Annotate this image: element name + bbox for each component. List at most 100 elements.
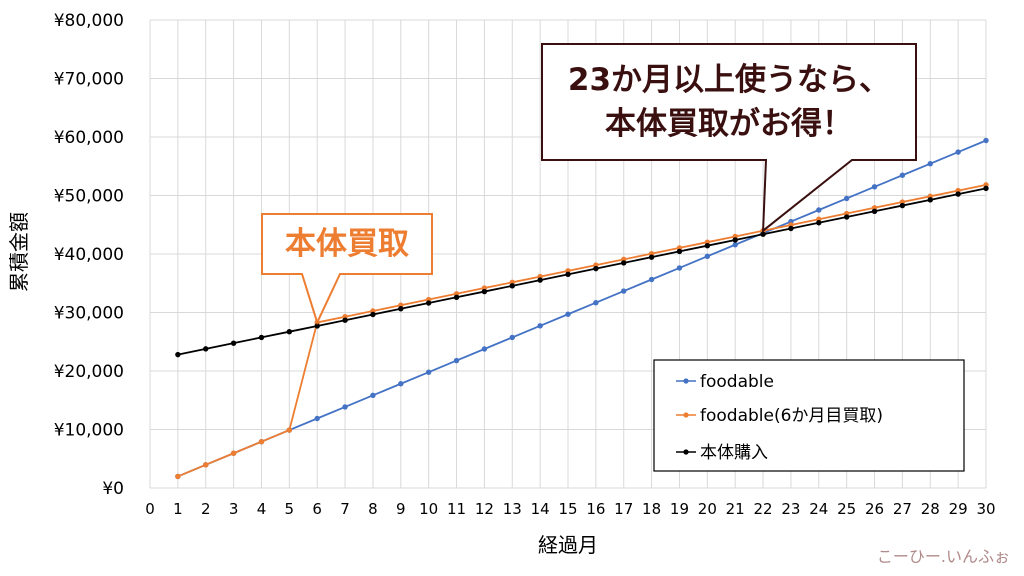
- data-point: [648, 276, 655, 283]
- data-point: [286, 328, 293, 335]
- data-point: [258, 334, 265, 341]
- x-tick-label: 28: [921, 500, 940, 518]
- data-point: [899, 202, 906, 209]
- x-tick-label: 29: [949, 500, 968, 518]
- x-tick-label: 4: [257, 500, 267, 518]
- data-point: [648, 254, 655, 260]
- x-tick-label: 20: [698, 500, 717, 518]
- data-point: [760, 231, 766, 237]
- data-point: [398, 381, 404, 387]
- data-point: [871, 184, 878, 190]
- x-tick-label: 19: [670, 500, 689, 518]
- data-point: [509, 283, 515, 289]
- series-line-0: [177, 139, 987, 478]
- data-point: [816, 220, 822, 226]
- legend-item-purchase: 本体購入: [676, 443, 768, 463]
- x-tick-label: 21: [726, 500, 745, 518]
- y-tick-label: ¥40,000: [54, 245, 124, 265]
- x-tick-label: 27: [893, 500, 912, 518]
- legend-label-foodable: foodable: [700, 372, 774, 392]
- data-point: [481, 346, 488, 352]
- callout-body-purchase: 本体買取: [261, 213, 433, 326]
- legend-item-foodable: foodable: [676, 372, 774, 392]
- x-tick-label: 25: [837, 500, 856, 518]
- y-tick-label: ¥70,000: [54, 70, 124, 90]
- x-tick-label: 26: [865, 500, 884, 518]
- data-point: [286, 427, 293, 433]
- y-tick-label: ¥10,000: [54, 421, 124, 441]
- data-point: [453, 357, 460, 364]
- x-tick-label: 1: [173, 500, 183, 518]
- x-axis-title: 経過月: [538, 533, 598, 557]
- data-point: [314, 415, 320, 422]
- data-point: [258, 438, 265, 445]
- data-point: [481, 288, 488, 295]
- legend-label-purchase: 本体購入: [700, 443, 768, 463]
- data-point: [175, 351, 181, 358]
- y-axis-title: 累積金額: [7, 212, 31, 292]
- x-tick-label: 8: [368, 500, 378, 518]
- callout-text-orange: 本体買取: [285, 226, 409, 262]
- data-point: [203, 462, 209, 468]
- callout-text-line-2: 本体買取がお得！: [605, 106, 853, 142]
- data-point: [453, 294, 460, 300]
- data-point: [425, 369, 432, 375]
- x-tick-label: 6: [312, 500, 322, 518]
- x-tick-label: 11: [447, 500, 466, 518]
- data-point: [537, 323, 543, 329]
- data-point: [230, 450, 237, 456]
- x-tick-label: 10: [419, 500, 438, 518]
- data-point: [565, 271, 571, 278]
- data-point: [788, 225, 794, 232]
- data-point: [342, 317, 348, 323]
- x-tick-label: 18: [642, 500, 661, 518]
- x-tick-label: 15: [558, 500, 577, 518]
- y-tick-label: ¥60,000: [54, 128, 124, 148]
- x-tick-label: 12: [475, 500, 494, 518]
- x-tick-label: 9: [396, 500, 406, 518]
- series-2: [175, 185, 989, 358]
- y-tick-label: ¥80,000: [54, 11, 124, 31]
- legend-box: [653, 359, 965, 472]
- series-lines: [175, 137, 989, 480]
- data-point: [509, 334, 515, 341]
- watermark-text: こーひー.いんふぉ: [877, 547, 1010, 566]
- data-point: [593, 299, 599, 306]
- x-tick-label: 0: [145, 500, 155, 518]
- y-axis-ticks: ¥0 ¥10,000 ¥20,000 ¥30,000 ¥40,000 ¥50,000 ¥60…: [54, 11, 124, 499]
- data-point: [230, 340, 237, 346]
- data-point: [955, 149, 961, 155]
- data-point: [816, 207, 822, 213]
- x-tick-label: 14: [531, 500, 550, 518]
- data-point: [370, 311, 376, 318]
- legend-label-foodable-buyout: foodable(6か月目買取): [700, 406, 883, 426]
- x-tick-label: 22: [754, 500, 773, 518]
- data-point: [314, 323, 320, 329]
- series-line-2: [177, 187, 987, 356]
- x-tick-label: 17: [614, 500, 633, 518]
- data-point: [593, 265, 599, 272]
- x-tick-label: 30: [976, 500, 995, 518]
- data-point: [676, 248, 683, 255]
- data-point: [983, 185, 989, 192]
- data-point: [843, 214, 850, 220]
- data-point: [927, 160, 933, 167]
- y-tick-label: ¥30,000: [54, 304, 124, 324]
- x-tick-label: 5: [285, 500, 295, 518]
- y-tick-label: ¥0: [102, 479, 124, 499]
- data-point: [843, 195, 850, 202]
- legend-item-foodable-buyout: foodable(6か月目買取): [676, 406, 883, 426]
- data-point: [676, 265, 683, 271]
- x-tick-label: 23: [781, 500, 800, 518]
- data-point: [621, 260, 627, 266]
- x-tick-label: 3: [229, 500, 239, 518]
- data-point: [175, 473, 181, 480]
- x-tick-label: 13: [503, 500, 522, 518]
- data-point: [398, 306, 404, 312]
- data-point: [370, 392, 376, 399]
- data-point: [565, 311, 571, 317]
- data-point: [203, 346, 209, 352]
- data-point: [621, 288, 627, 294]
- x-tick-label: 7: [340, 500, 350, 518]
- legend: foodable foodable(6か月目買取) 本体購入: [653, 359, 965, 472]
